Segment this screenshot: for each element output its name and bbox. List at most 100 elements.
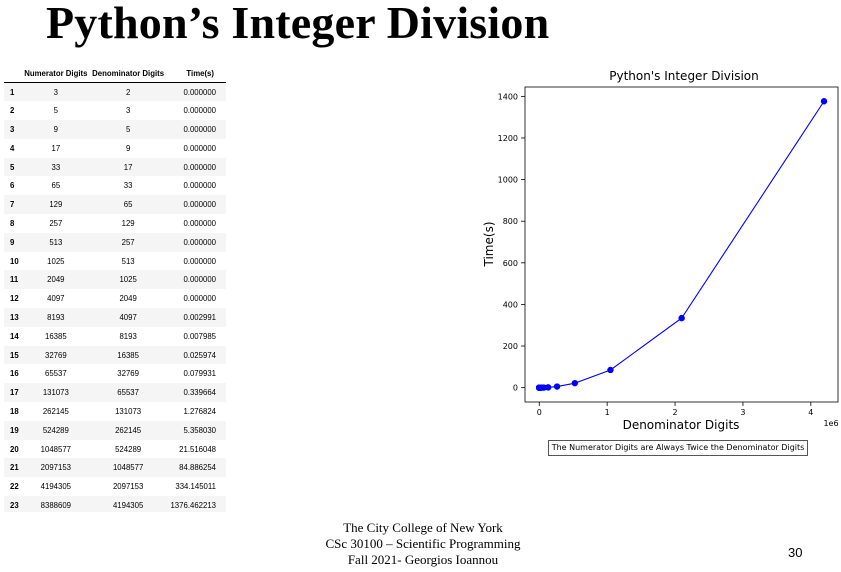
plot-area-frame xyxy=(524,86,839,403)
time-cell: 0.000000 xyxy=(183,256,216,266)
time-cell: 0.000000 xyxy=(183,162,216,172)
page-number: 30 xyxy=(788,545,803,560)
denominator-digits-cell: 8193 xyxy=(119,331,137,341)
numerator-digits-cell: 524289 xyxy=(42,425,69,435)
denominator-digits-cell: 2049 xyxy=(119,294,137,304)
numerator-digits-cell: 5 xyxy=(53,106,58,116)
row-index: 5 xyxy=(10,162,15,172)
row-index: 7 xyxy=(10,200,15,210)
denominator-digits-cell: 129 xyxy=(121,218,135,228)
table-row: 8 257 129 0.000000 xyxy=(4,214,226,233)
numerator-digits-cell: 4097 xyxy=(47,294,65,304)
numerator-digits-cell: 65 xyxy=(51,181,61,191)
table-row: 22 4194305 2097153 334.145011 xyxy=(4,477,226,496)
time-cell: 1376.462213 xyxy=(170,500,216,510)
denominator-digits-header: Denominator Digits xyxy=(89,64,167,83)
row-index: 1 xyxy=(10,87,15,97)
denominator-digits-cell: 2097153 xyxy=(112,482,144,492)
table-row: 5 33 17 0.000000 xyxy=(4,157,226,177)
table-row: 20 1048577 524289 21.516048 xyxy=(4,440,226,459)
time-cell: 5.358030 xyxy=(183,425,216,435)
time-cell: 0.000000 xyxy=(183,275,216,285)
row-index: 8 xyxy=(10,218,15,228)
denominator-digits-cell: 9 xyxy=(125,143,131,153)
y-tick-label: 0 xyxy=(513,384,518,393)
y-tick-label: 1200 xyxy=(498,134,518,143)
y-tick-label: 800 xyxy=(503,217,518,226)
denominator-digits-cell: 4194305 xyxy=(112,500,144,510)
numerator-digits-cell: 17 xyxy=(51,143,61,153)
x-tick-label: 4 xyxy=(808,408,813,417)
data-point xyxy=(820,98,828,105)
x-axis-offset-label: 1e6 xyxy=(823,419,838,428)
row-index: 21 xyxy=(10,463,19,473)
table-row: 4 17 9 0.000000 xyxy=(4,139,226,158)
numerator-digits-cell: 9 xyxy=(53,124,58,134)
division-time-chart: Python's Integer Division 0 200 400 600 800 1… xyxy=(482,69,839,432)
numerator-digits-cell: 2097153 xyxy=(40,463,71,473)
time-cell: 334.145011 xyxy=(175,482,216,492)
row-index: 9 xyxy=(10,237,15,247)
time-cell: 0.000000 xyxy=(183,218,216,228)
table-row: 1 3 2 0.000000 xyxy=(4,82,226,102)
x-axis-label: Denominator Digits xyxy=(623,418,740,432)
data-point xyxy=(678,314,685,322)
denominator-digits-cell: 33 xyxy=(123,181,133,191)
table-row: 19 524289 262145 5.358030 xyxy=(4,420,226,440)
table-header-row: Numerator Digits Denominator Digits Time… xyxy=(4,64,226,83)
time-header: Time(s) xyxy=(166,64,226,83)
row-index: 14 xyxy=(10,331,19,341)
y-axis-ticks: 0 200 400 600 800 1000 1200 1400 xyxy=(498,92,525,393)
x-tick-label: 1 xyxy=(605,408,610,417)
table-row: 15 32769 16385 0.025974 xyxy=(4,345,226,365)
table-row: 9 513 257 0.000000 xyxy=(4,232,226,252)
table-row: 23 8388609 4194305 1376.462213 xyxy=(4,496,226,512)
numerator-digits-cell: 257 xyxy=(49,218,63,228)
row-index: 19 xyxy=(10,425,19,435)
chart-title: Python's Integer Division xyxy=(609,69,758,83)
data-point xyxy=(553,383,561,390)
row-index: 13 xyxy=(10,312,19,322)
denominator-digits-cell: 262145 xyxy=(115,425,142,435)
numerator-digits-cell: 129 xyxy=(49,200,63,210)
table-row: 17 131073 65537 0.339664 xyxy=(4,383,226,403)
table-row: 13 8193 4097 0.002991 xyxy=(4,308,226,327)
time-cell: 0.000000 xyxy=(183,87,216,97)
time-cell: 84.886254 xyxy=(179,463,216,473)
y-tick-label: 400 xyxy=(503,300,518,309)
row-index: 6 xyxy=(10,181,15,191)
numerator-digits-cell: 513 xyxy=(49,237,63,247)
numerator-digits-cell: 1048577 xyxy=(40,444,71,454)
numerator-digits-cell: 8193 xyxy=(47,312,65,322)
denominator-digits-cell: 3 xyxy=(125,106,131,116)
denominator-digits-cell: 2 xyxy=(125,87,131,97)
row-index: 11 xyxy=(10,275,19,285)
numerator-digits-cell: 65537 xyxy=(44,369,67,379)
denominator-digits-cell: 65537 xyxy=(117,388,139,398)
row-index: 2 xyxy=(10,106,15,116)
series-line xyxy=(539,100,825,389)
time-cell: 0.025974 xyxy=(183,350,216,360)
results-table-container: Numerator Digits Denominator Digits Time… xyxy=(4,64,226,512)
y-tick-label: 200 xyxy=(503,342,518,351)
data-point xyxy=(571,379,579,387)
data-point xyxy=(607,366,614,374)
x-tick-label: 0 xyxy=(537,408,542,417)
row-index: 22 xyxy=(10,482,19,492)
denominator-digits-cell: 131073 xyxy=(115,406,142,416)
table-row: 2 5 3 0.000000 xyxy=(4,101,226,120)
time-cell: 0.002991 xyxy=(183,312,216,322)
denominator-digits-cell: 1025 xyxy=(119,275,137,285)
footer-line-course: CSc 30100 – Scientific Programming xyxy=(325,536,521,551)
denominator-digits-cell: 32769 xyxy=(117,369,139,379)
time-cell: 0.000000 xyxy=(183,294,216,304)
series-points xyxy=(536,98,828,391)
x-tick-label: 3 xyxy=(740,408,745,417)
denominator-digits-cell: 5 xyxy=(125,124,131,134)
row-index: 23 xyxy=(10,500,19,510)
x-axis-ticks: 0 1 2 3 4 xyxy=(537,402,813,417)
numerator-digits-cell: 16385 xyxy=(44,331,67,341)
numerator-digits-cell: 131073 xyxy=(42,388,69,398)
row-index: 10 xyxy=(10,256,19,266)
time-cell: 0.000000 xyxy=(183,106,216,116)
